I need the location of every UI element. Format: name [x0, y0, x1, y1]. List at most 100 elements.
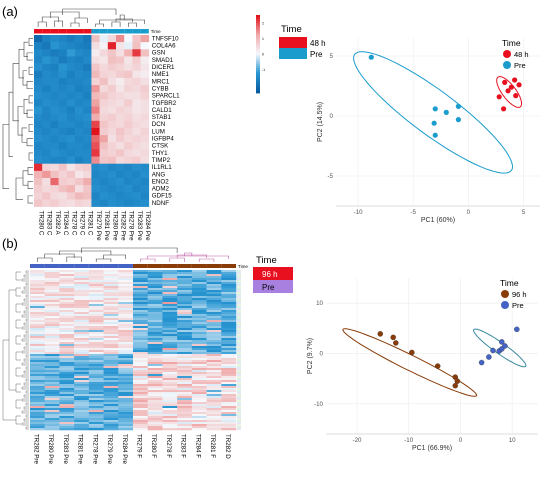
scale-step	[256, 83, 260, 86]
heatmap-cell	[191, 270, 207, 273]
heatmap-cell	[162, 364, 178, 367]
dendrogram-branch	[21, 398, 29, 402]
heatmap-cell	[59, 306, 75, 309]
heatmap-cell	[177, 270, 193, 273]
heatmap-cell	[118, 402, 134, 405]
heatmap-cell	[83, 192, 92, 200]
y-tick-label: 0	[330, 113, 334, 120]
heatmap-cell	[116, 85, 125, 93]
heatmap-cell	[99, 106, 109, 114]
dendrogram-branch	[23, 358, 29, 362]
y-tick-label: -5	[327, 173, 333, 180]
heatmap-cell	[221, 386, 237, 389]
heatmap-cell	[118, 318, 134, 321]
heatmap-cell	[118, 398, 134, 401]
heatmap-cell	[133, 278, 149, 281]
heatmap-cell	[99, 156, 109, 164]
heatmap-cell	[59, 272, 75, 275]
heatmap-cell	[59, 382, 75, 385]
heatmap-cell	[59, 316, 75, 319]
heatmap-cell	[59, 408, 75, 411]
heatmap-cell	[124, 199, 133, 207]
heatmap-cell	[191, 312, 207, 315]
heatmap-cell	[91, 178, 100, 186]
annotation-cell	[147, 264, 163, 268]
sample-label: TR278 Pre	[91, 434, 98, 464]
heatmap-cell	[118, 330, 134, 333]
annotation-cell	[103, 264, 119, 268]
heatmap-cell	[30, 420, 46, 423]
heatmap-cell	[118, 342, 134, 345]
heatmap-cell	[221, 304, 237, 307]
sample-label: TR280 Pre	[111, 211, 118, 241]
heatmap-cell	[75, 127, 84, 136]
heatmap-cell	[132, 77, 141, 86]
dendrogram-branch	[21, 374, 29, 378]
heatmap-cell	[30, 364, 46, 367]
heatmap-cell	[191, 402, 207, 405]
heatmap-cell	[103, 292, 119, 295]
heatmap-cell	[44, 296, 60, 299]
sample-label: TR279 F	[136, 434, 143, 458]
annotation-label: Time	[151, 29, 161, 34]
heatmap-cell	[206, 382, 222, 385]
heatmap-cell	[50, 170, 59, 179]
heatmap-cell	[59, 284, 75, 287]
heatmap-cell	[74, 400, 90, 403]
heatmap-cell	[162, 304, 178, 307]
heatmap-cell	[191, 324, 207, 327]
heatmap-cell	[42, 127, 51, 136]
heatmap-cell	[221, 280, 237, 283]
heatmap-cell	[88, 332, 104, 335]
dendrogram-branch	[27, 166, 33, 175]
heatmap-cell	[206, 384, 222, 387]
heatmap-cell	[88, 290, 104, 293]
heatmap-cell	[221, 292, 237, 295]
heatmap-cell	[118, 274, 134, 277]
heatmap-cell	[34, 92, 43, 100]
heatmap-cell	[140, 77, 150, 86]
heatmap-cell	[59, 418, 75, 421]
heatmap-cell	[42, 85, 51, 93]
legend-a-swatch-48h	[279, 37, 307, 48]
heatmap-cell	[91, 135, 100, 143]
heatmap-cell	[140, 106, 150, 114]
heatmap-cell	[177, 428, 193, 431]
heatmap-cell	[118, 332, 134, 335]
heatmap-cell	[133, 324, 149, 327]
heatmap-cell	[91, 35, 100, 43]
heatmap-cell	[30, 308, 46, 311]
x-tick-label: 0	[459, 437, 463, 444]
heatmap-cell	[162, 412, 178, 415]
heatmap-cell	[147, 380, 163, 383]
heatmap-cell	[133, 336, 149, 339]
heatmap-cell	[88, 394, 104, 397]
heatmap-cell	[221, 286, 237, 289]
heatmap-cell	[66, 127, 76, 136]
heatmap-cell	[147, 350, 163, 353]
heatmap-cell	[147, 342, 163, 345]
heatmap-cell	[221, 294, 237, 297]
heatmap-cell	[88, 346, 104, 349]
dendrogram-branch	[37, 21, 47, 27]
heatmap-cell	[88, 406, 104, 409]
heatmap-cell	[44, 330, 60, 333]
heatmap-cell	[107, 120, 117, 129]
data-point	[454, 378, 461, 384]
heatmap-cell	[191, 398, 207, 401]
heatmap-cell	[74, 424, 90, 427]
heatmap-cell	[103, 402, 119, 405]
heatmap-cell	[59, 282, 75, 285]
heatmap-cell	[191, 298, 207, 301]
heatmap-cell	[206, 350, 222, 353]
heatmap-cell	[58, 170, 68, 179]
heatmap-cell	[191, 422, 207, 425]
heatmap-cell	[118, 404, 134, 407]
heatmap-cell	[103, 370, 119, 373]
heatmap-cell	[132, 135, 141, 143]
heatmap-cell	[177, 344, 193, 347]
heatmap-cell	[147, 274, 163, 277]
heatmap-cell	[75, 70, 84, 79]
heatmap-cell	[140, 56, 150, 64]
heatmap-cell	[59, 392, 75, 395]
